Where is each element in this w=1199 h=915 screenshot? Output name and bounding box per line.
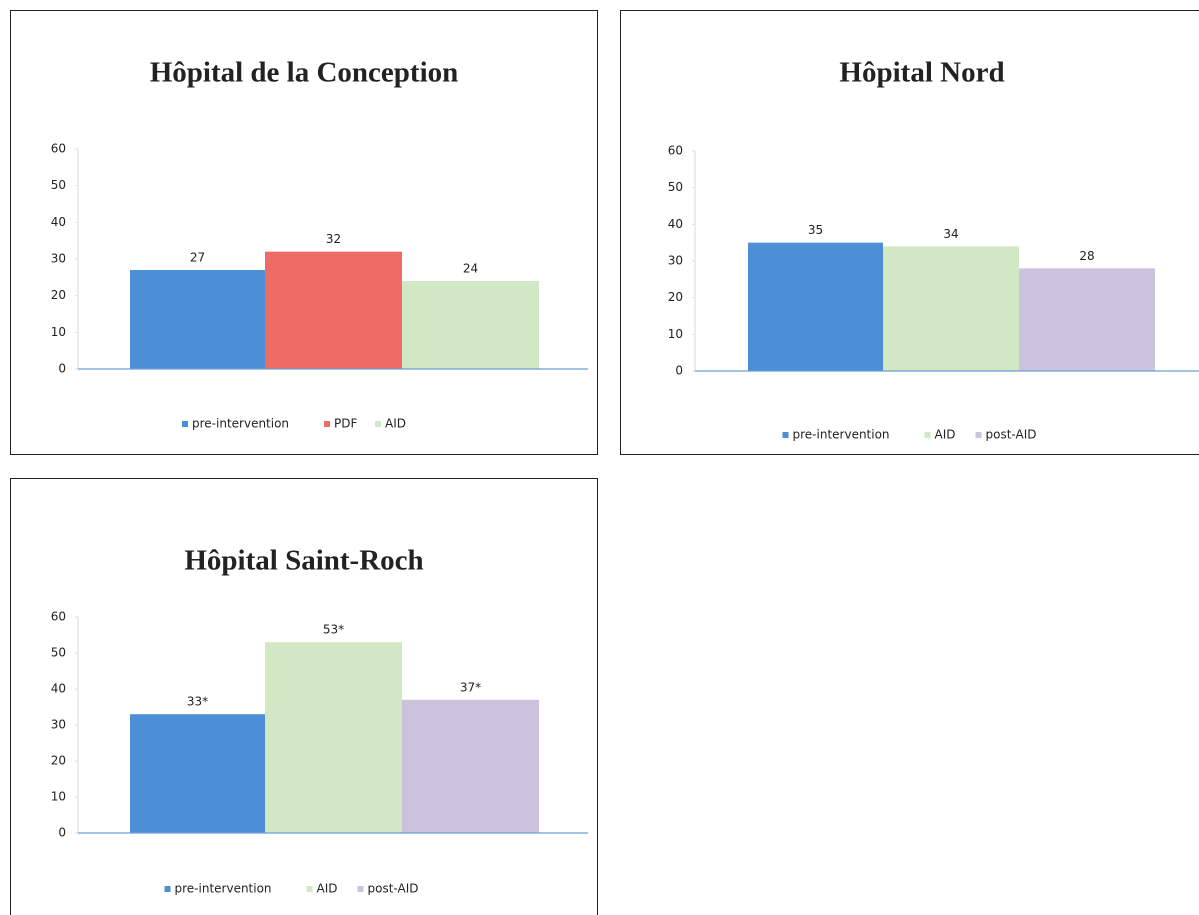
- value-label: 32: [326, 232, 341, 246]
- value-label: 27: [190, 251, 205, 265]
- legend-swatch: [324, 421, 330, 427]
- legend-label: pre-intervention: [175, 882, 272, 896]
- chart-title: Hôpital Saint-Roch: [184, 545, 423, 577]
- value-label: 34: [943, 227, 958, 241]
- panel-border: [10, 478, 598, 915]
- bar: [1019, 268, 1155, 371]
- bar: [130, 714, 265, 833]
- legend-label: post-AID: [368, 882, 419, 896]
- bar: [265, 642, 402, 833]
- legend-swatch: [975, 432, 982, 438]
- bar: [402, 699, 539, 833]
- y-tick-label: 30: [668, 254, 683, 268]
- value-label: 24: [463, 262, 478, 276]
- y-tick-label: 10: [668, 327, 683, 341]
- legend-swatch: [164, 886, 171, 892]
- chart-title: Hôpital Nord: [839, 57, 1004, 89]
- y-tick-label: 0: [675, 364, 683, 378]
- bar: [402, 281, 539, 369]
- panel-border: [620, 10, 1199, 455]
- y-tick-label: 50: [668, 180, 683, 194]
- value-label: 37*: [460, 680, 481, 694]
- y-tick-label: 40: [51, 215, 66, 229]
- y-tick-label: 10: [51, 790, 66, 804]
- legend-swatch: [182, 421, 188, 427]
- y-tick-label: 40: [51, 682, 66, 696]
- bar: [130, 270, 265, 369]
- y-tick-label: 30: [51, 718, 66, 732]
- legend-label: AID: [935, 428, 956, 442]
- legend-label: AID: [317, 882, 338, 896]
- bar: [883, 246, 1019, 371]
- legend-label: post-AID: [986, 428, 1037, 442]
- value-label: 33*: [187, 695, 208, 709]
- y-tick-label: 50: [51, 646, 66, 660]
- value-label: 35: [808, 223, 823, 237]
- y-tick-label: 20: [668, 290, 683, 304]
- legend-label: PDF: [334, 417, 357, 431]
- y-tick-label: 0: [58, 362, 66, 376]
- value-label: 28: [1079, 249, 1094, 263]
- y-tick-label: 10: [51, 325, 66, 339]
- legend-swatch: [306, 886, 313, 892]
- legend-swatch: [924, 432, 931, 438]
- panel-border: [10, 10, 598, 455]
- y-tick-label: 0: [58, 826, 66, 840]
- y-tick-label: 60: [668, 144, 683, 158]
- y-tick-label: 20: [51, 288, 66, 302]
- y-tick-label: 30: [51, 252, 66, 266]
- legend-swatch: [375, 421, 381, 427]
- y-tick-label: 60: [51, 610, 66, 624]
- bar: [748, 242, 883, 371]
- legend-label: AID: [385, 417, 406, 431]
- y-tick-label: 40: [668, 217, 683, 231]
- chart-title: Hôpital de la Conception: [150, 57, 459, 89]
- legend-label: pre-intervention: [192, 417, 289, 431]
- value-label: 53*: [323, 623, 344, 637]
- legend-swatch: [782, 432, 789, 438]
- y-tick-label: 20: [51, 754, 66, 768]
- legend-label: pre-intervention: [793, 428, 890, 442]
- bar: [265, 251, 402, 369]
- y-tick-label: 60: [51, 142, 66, 156]
- legend-swatch: [357, 886, 364, 892]
- y-tick-label: 50: [51, 178, 66, 192]
